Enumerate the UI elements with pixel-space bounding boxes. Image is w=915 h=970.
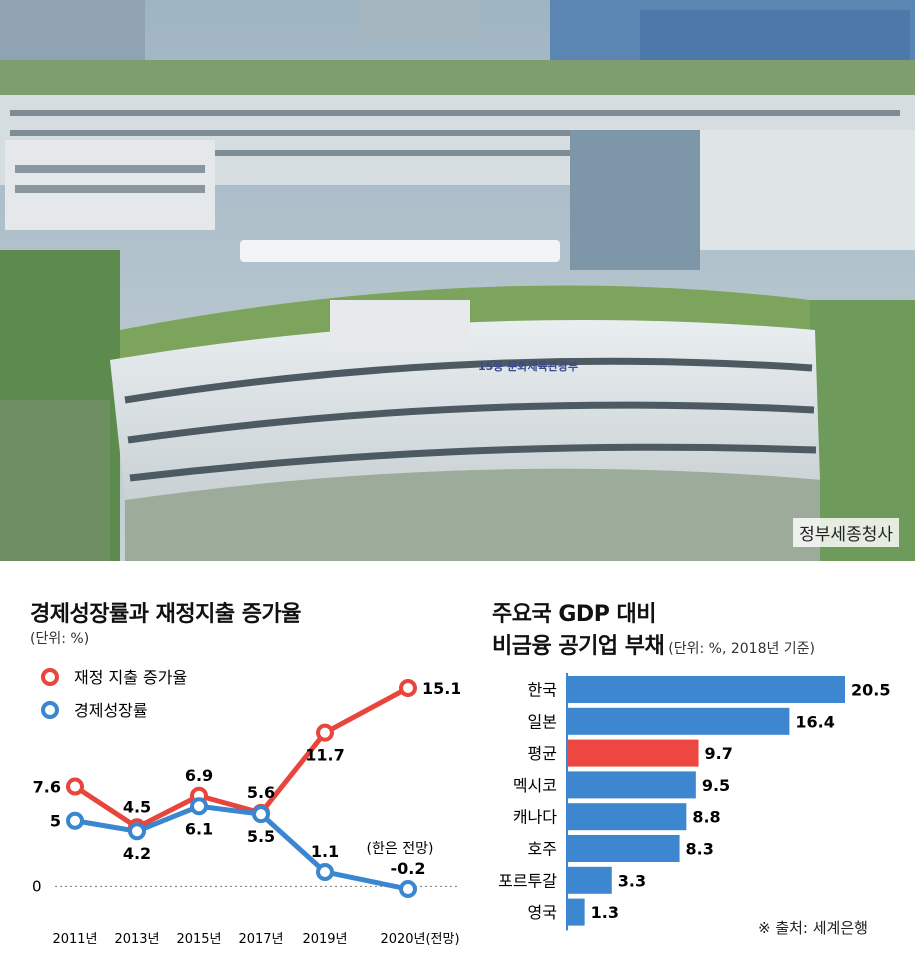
x-tick-label: 2011년 — [52, 932, 97, 947]
data-label: 4.5 — [123, 797, 151, 816]
category-label: 멕시코 — [513, 776, 557, 795]
bar — [567, 739, 699, 767]
legend-label-growth: 경제성장률 — [74, 701, 148, 720]
value-label: 16.4 — [795, 712, 834, 731]
forecast-annotation: (한은 전망) — [367, 841, 434, 857]
data-point — [399, 880, 417, 899]
data-label: 5 — [50, 812, 61, 831]
value-label: 8.8 — [692, 808, 720, 827]
legend-marker-growth — [41, 701, 59, 719]
category-label: 한국 — [528, 681, 557, 700]
data-label: 5.5 — [247, 827, 275, 846]
value-label: 8.3 — [686, 840, 714, 859]
x-tick-label: 2017년 — [238, 932, 283, 947]
x-tick-label: 2019년 — [302, 932, 347, 947]
data-label: 1.1 — [311, 842, 339, 861]
legend: 재정 지출 증가율 경제성장률 — [41, 668, 187, 720]
data-point — [66, 777, 84, 796]
data-point — [66, 811, 84, 830]
bar — [567, 835, 680, 862]
bar-chart-title-line2-text: 비금융 공기업 부채 — [492, 634, 665, 659]
data-label: 7.6 — [33, 778, 61, 797]
data-source: ※ 출처: 세계은행 — [758, 919, 868, 937]
category-label: 영국 — [528, 903, 557, 922]
bar — [567, 676, 845, 703]
bar — [567, 771, 696, 799]
zero-label: 0 — [32, 877, 42, 895]
category-label: 캐나다 — [513, 808, 557, 827]
government-complex-photo: 15동 문화체육관광부 정부세종청사 — [0, 0, 915, 561]
legend-label-spending: 재정 지출 증가율 — [74, 668, 187, 687]
category-label: 호주 — [528, 840, 557, 859]
data-label: 11.7 — [305, 746, 344, 765]
line-chart: 재정 지출 증가율 경제성장률 0 7.6 4.5 6.9 5.6 11.7 15.1 5 4… — [32, 668, 460, 947]
data-point — [316, 862, 334, 881]
series-line-1 — [74, 803, 409, 892]
value-label: 9.7 — [705, 744, 733, 763]
category-label: 일본 — [528, 712, 557, 731]
bar — [567, 707, 790, 735]
x-tick-label: 2015년 — [176, 932, 221, 947]
bar-chart-unit: (단위: %, 2018년 기준) — [668, 641, 816, 657]
data-point — [190, 797, 208, 816]
data-point — [252, 805, 270, 824]
data-label: 5.6 — [247, 783, 275, 802]
x-tick-label: 2013년 — [114, 932, 159, 947]
x-tick-label: 2020년(전망) — [380, 932, 459, 947]
value-label: 1.3 — [591, 903, 619, 922]
category-label: 포르투갈 — [498, 871, 557, 890]
data-label: 4.2 — [123, 844, 151, 863]
data-point — [399, 679, 417, 697]
data-point — [128, 822, 146, 841]
bar-chart-title-line1: 주요국 GDP 대비 — [492, 602, 656, 627]
bar — [567, 866, 612, 894]
bar — [567, 803, 687, 831]
data-label: 6.9 — [185, 766, 213, 785]
category-label: 평균 — [528, 744, 557, 763]
data-label: -0.2 — [391, 859, 426, 878]
bar-chart-title-line2: 비금융 공기업 부채 (단위: %, 2018년 기준) — [492, 628, 815, 660]
line-chart-title: 경제성장률과 재정지출 증가율 — [30, 602, 301, 627]
line-chart-unit: (단위: %) — [30, 631, 90, 647]
data-label: 15.1 — [422, 679, 460, 698]
photo-caption: 정부세종청사 — [793, 518, 899, 547]
data-label: 6.1 — [185, 819, 213, 838]
series-line-0 — [73, 685, 410, 830]
bar — [567, 898, 585, 926]
data-point — [316, 723, 334, 742]
sign-text: 15동 문화체육관광부 — [478, 359, 578, 373]
value-label: 3.3 — [618, 871, 646, 890]
legend-marker-spending — [41, 668, 59, 686]
bar-chart: 한국 20.5 일본 16.4 평균 9.7 멕시코 9.5 캐나다 8.8 호주 8.3 포르투갈 3.… — [498, 673, 890, 931]
value-label: 9.5 — [702, 776, 730, 795]
value-label: 20.5 — [851, 681, 890, 700]
photo-illustration: 15동 문화체육관광부 — [0, 0, 915, 561]
